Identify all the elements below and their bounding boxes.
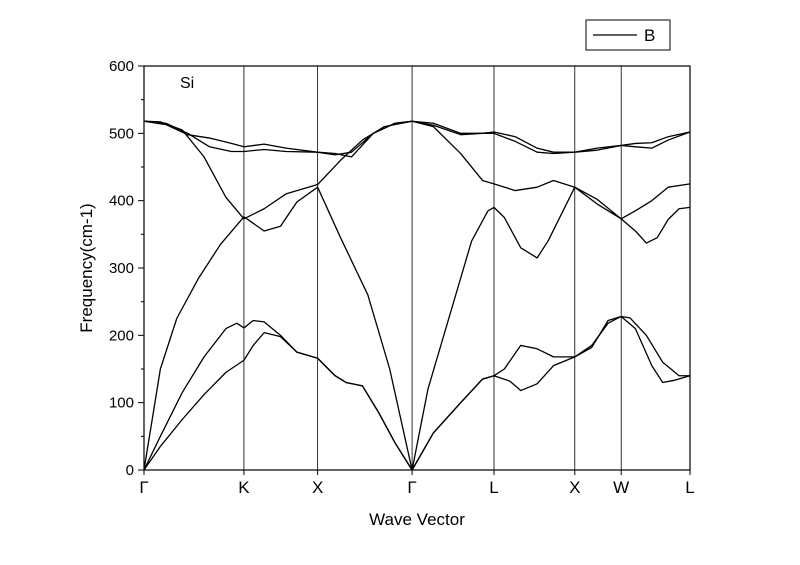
- legend-entry-label: B: [644, 26, 655, 45]
- x-tick-label-3: Γ: [407, 478, 416, 497]
- x-tick-label-4: L: [489, 478, 498, 497]
- series-line-5: [143, 120, 691, 158]
- legend: B: [585, 19, 671, 51]
- y-axis-ticks: 0 100 200 300 400 500 600: [109, 58, 144, 479]
- x-tick-label-7: L: [685, 478, 694, 497]
- y-tick-label-3: 300: [109, 260, 134, 277]
- x-tick-label-1: K: [238, 478, 250, 497]
- series-line-6: [143, 120, 691, 156]
- series-group: [143, 120, 691, 471]
- annotation-label: Si: [180, 75, 194, 92]
- y-tick-label-6: 600: [109, 58, 134, 75]
- plot-frame: [143, 65, 691, 471]
- y-axis-label: Frequency(cm-1): [77, 203, 96, 332]
- x-tick-label-0: Γ: [139, 478, 148, 497]
- series-line-3: [143, 186, 691, 471]
- y-tick-label-0: 0: [126, 462, 134, 479]
- y-tick-label-1: 100: [109, 395, 134, 412]
- x-tick-label-6: W: [613, 478, 629, 497]
- x-tick-label-2: X: [312, 478, 323, 497]
- y-tick-label-2: 200: [109, 327, 134, 344]
- x-axis-label: Wave Vector: [369, 510, 465, 529]
- series-line-4: [143, 120, 691, 220]
- y-tick-label-4: 400: [109, 193, 134, 210]
- x-tick-label-5: X: [569, 478, 580, 497]
- y-tick-label-5: 500: [109, 125, 134, 142]
